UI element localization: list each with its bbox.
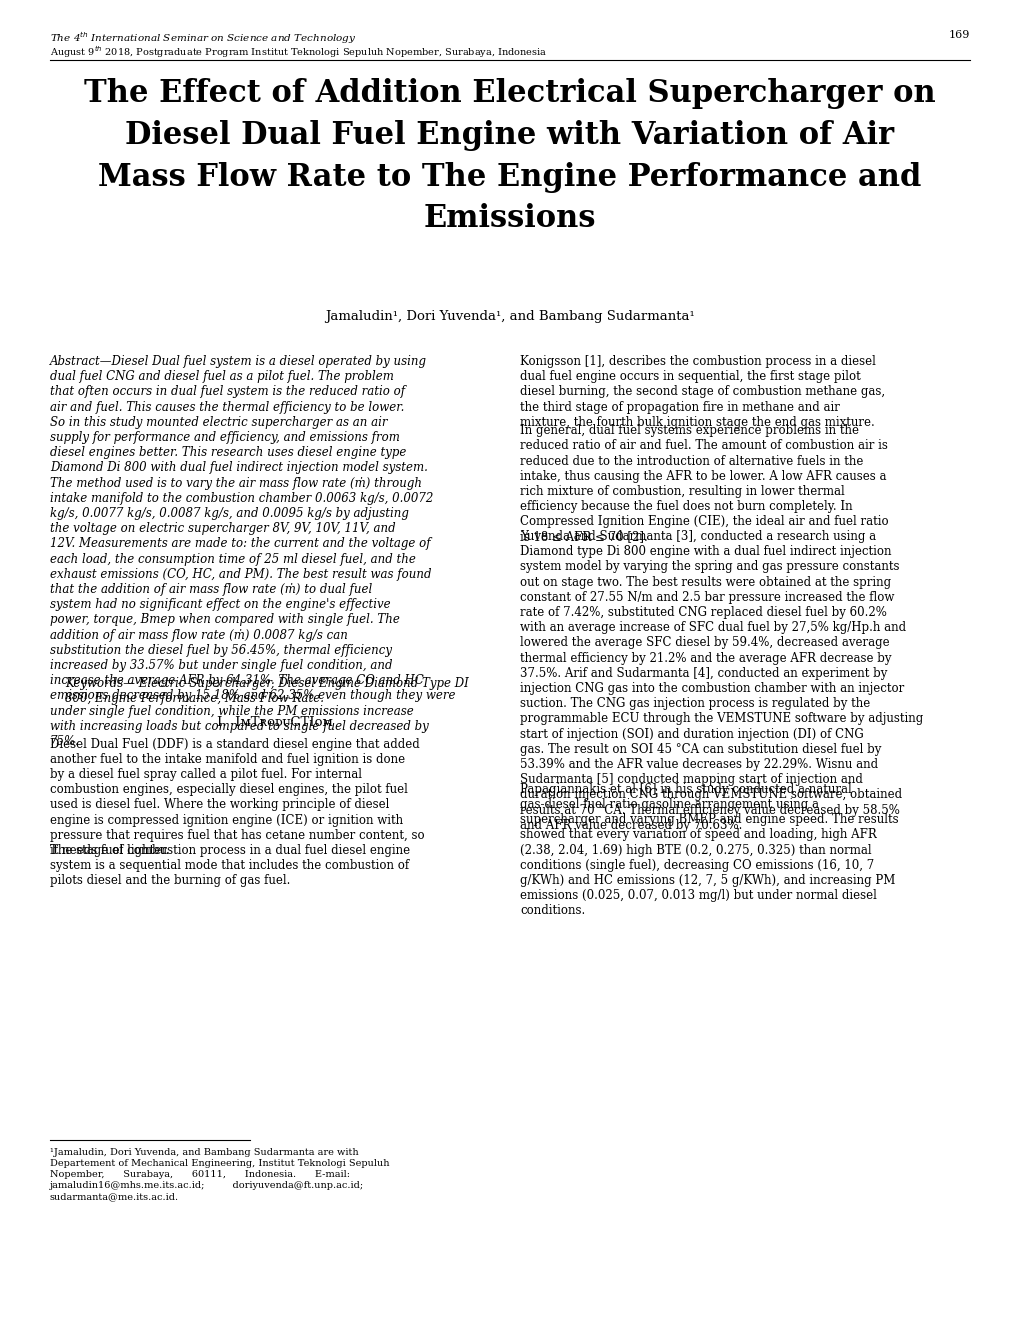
Text: Yuvenda and Sudarmanta [3], conducted a research using a
Diamond type Di 800 eng: Yuvenda and Sudarmanta [3], conducted a … (520, 531, 922, 832)
Text: The 4$^{th}$ International Seminar on Science and Technology: The 4$^{th}$ International Seminar on Sc… (50, 30, 356, 46)
Text: August 9$^{th}$ 2018, Postgraduate Program Institut Teknologi Sepuluh Nopember, : August 9$^{th}$ 2018, Postgraduate Progr… (50, 44, 547, 59)
Text: In general, dual fuel systems experience problems in the
reduced ratio of air an: In general, dual fuel systems experience… (520, 424, 888, 544)
Text: The Effect of Addition Electrical Supercharger on
Diesel Dual Fuel Engine with V: The Effect of Addition Electrical Superc… (84, 78, 935, 235)
Text: Abstract—Diesel Dual fuel system is a diesel operated by using
dual fuel CNG and: Abstract—Diesel Dual fuel system is a di… (50, 355, 455, 748)
Text: Jamaludin¹, Dori Yuvenda¹, and Bambang Sudarmanta¹: Jamaludin¹, Dori Yuvenda¹, and Bambang S… (325, 310, 694, 323)
Text: Diesel Dual Fuel (DDF) is a standard diesel engine that added
another fuel to th: Diesel Dual Fuel (DDF) is a standard die… (50, 738, 424, 857)
Text: 169: 169 (948, 30, 969, 40)
Text: The stage of combustion process in a dual fuel diesel engine
system is a sequent: The stage of combustion process in a dua… (50, 843, 410, 887)
Text: I.  IᴍTʀᴏᴅᴜCTIᴏᴍ: I. IᴍTʀᴏᴅᴜCTIᴏᴍ (217, 715, 332, 729)
Text: Konigsson [1], describes the combustion process in a diesel
dual fuel engine occ: Konigsson [1], describes the combustion … (520, 355, 884, 429)
Text: ¹Jamaludin, Dori Yuvenda, and Bambang Sudarmanta are with
Departement of Mechani: ¹Jamaludin, Dori Yuvenda, and Bambang Su… (50, 1148, 389, 1201)
Text: Papagiannakis et al [6] in his study conducted a natural
gas-diesel fuel ratio g: Papagiannakis et al [6] in his study con… (520, 783, 898, 917)
Text: Keywords— Electric Supercharger, Diesel Engine Diamond Type DI
800, Engine Perfo: Keywords— Electric Supercharger, Diesel … (65, 677, 469, 705)
